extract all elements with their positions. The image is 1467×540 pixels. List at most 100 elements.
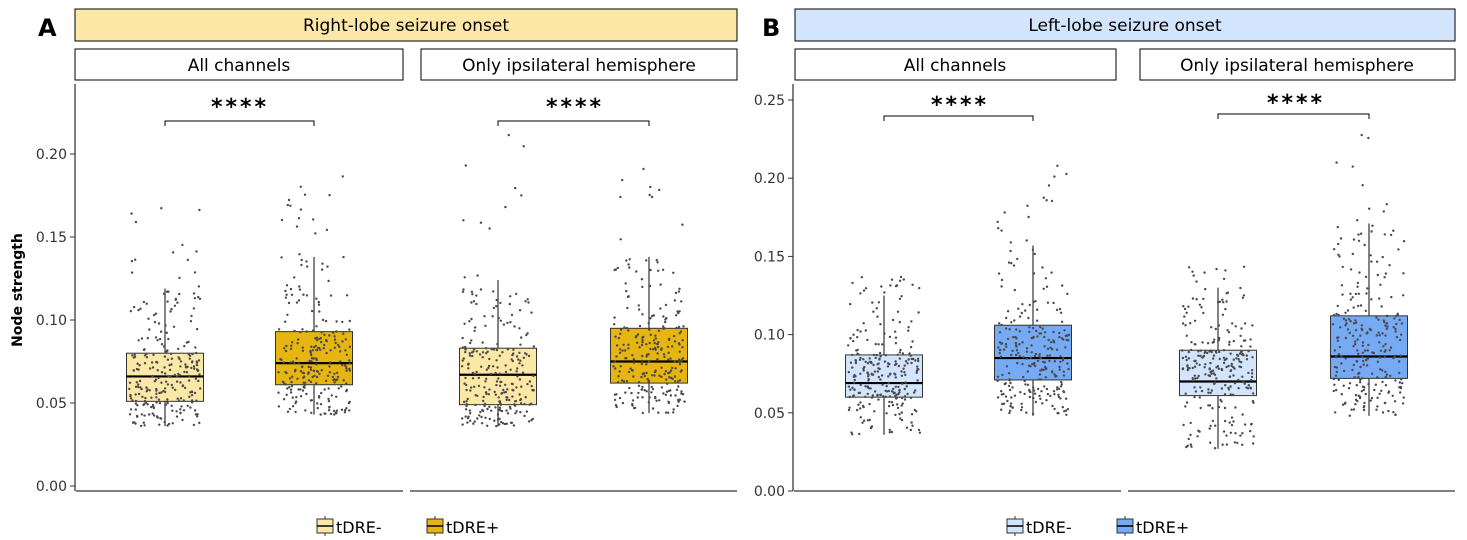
data-point	[1197, 429, 1200, 432]
data-point	[1363, 386, 1366, 389]
data-point	[1239, 286, 1242, 290]
box-all-channels-tdre-plus	[275, 175, 353, 416]
data-point	[1224, 269, 1227, 272]
data-point	[284, 289, 287, 293]
data-point	[1006, 399, 1009, 403]
data-point	[131, 421, 135, 424]
data-point	[918, 286, 921, 290]
data-point	[647, 353, 650, 356]
data-point	[669, 369, 673, 372]
data-point	[637, 381, 641, 384]
data-point	[1399, 386, 1403, 390]
data-point	[190, 366, 193, 370]
data-point	[329, 349, 332, 352]
data-point	[1376, 396, 1379, 399]
data-point	[488, 388, 491, 391]
data-point	[489, 372, 493, 376]
data-point	[996, 396, 1000, 399]
data-point	[1203, 271, 1206, 274]
data-point	[1336, 225, 1340, 229]
data-point	[662, 392, 665, 395]
data-point	[324, 319, 328, 323]
data-point	[663, 320, 667, 324]
panel-b-legend-key-minus	[1006, 516, 1024, 536]
y-tick-label: 0.10	[754, 328, 785, 344]
data-point	[640, 278, 644, 281]
data-point	[911, 283, 914, 286]
data-point	[624, 349, 627, 352]
data-point	[903, 364, 906, 367]
data-point	[648, 284, 652, 288]
data-point	[295, 357, 298, 360]
data-point	[894, 284, 898, 288]
data-point	[318, 346, 321, 350]
data-point	[896, 353, 899, 356]
data-point	[1343, 402, 1347, 405]
data-point	[1033, 361, 1036, 365]
data-point	[199, 387, 202, 390]
data-point	[335, 409, 339, 412]
data-point	[871, 301, 874, 304]
data-point	[1354, 398, 1358, 401]
data-point	[1331, 323, 1335, 326]
data-point	[885, 384, 888, 388]
y-tick-label: 0.20	[36, 147, 67, 163]
data-point	[1030, 344, 1033, 347]
data-point	[1383, 320, 1386, 324]
data-point	[1208, 367, 1211, 370]
data-point	[1382, 345, 1385, 348]
data-point	[1009, 402, 1013, 405]
data-point	[1207, 388, 1210, 391]
data-point	[335, 320, 338, 323]
data-point	[660, 366, 663, 369]
data-point	[1347, 318, 1351, 321]
data-point	[1198, 363, 1201, 367]
data-point	[638, 346, 641, 349]
data-point	[1195, 298, 1198, 301]
data-point	[1362, 363, 1365, 366]
data-point	[664, 411, 668, 414]
data-point	[1223, 419, 1227, 423]
data-point	[903, 395, 907, 398]
data-point	[483, 315, 486, 318]
data-point	[1222, 301, 1225, 304]
data-point	[669, 357, 672, 360]
data-point	[618, 348, 622, 351]
data-point	[509, 368, 512, 371]
data-point	[996, 379, 999, 382]
data-point	[308, 359, 311, 363]
data-point	[162, 292, 166, 295]
data-point	[664, 303, 668, 307]
data-point	[466, 397, 469, 401]
data-point	[859, 416, 862, 419]
data-point	[505, 422, 508, 425]
data-point	[1202, 297, 1205, 301]
data-point	[1338, 345, 1342, 349]
data-point	[1014, 335, 1017, 339]
data-point	[917, 311, 920, 314]
data-point	[1040, 390, 1043, 393]
data-point	[1373, 388, 1376, 392]
data-point	[1040, 368, 1044, 371]
data-point	[1032, 389, 1036, 392]
data-point	[282, 398, 286, 401]
data-point	[1060, 383, 1064, 386]
data-point	[470, 351, 474, 354]
data-point	[325, 228, 329, 232]
data-point	[1361, 184, 1364, 187]
data-point	[128, 381, 132, 384]
data-point	[480, 422, 484, 425]
data-point	[1053, 360, 1057, 363]
data-point	[866, 362, 870, 365]
data-point	[1061, 406, 1065, 409]
data-point	[1361, 344, 1365, 347]
data-point	[1033, 354, 1037, 358]
data-point	[1036, 359, 1040, 363]
data-point	[336, 371, 339, 374]
data-point	[303, 193, 307, 196]
data-point	[1000, 408, 1003, 411]
data-point	[894, 385, 897, 388]
data-point	[188, 395, 191, 399]
data-point	[166, 383, 170, 386]
data-point	[315, 297, 318, 300]
